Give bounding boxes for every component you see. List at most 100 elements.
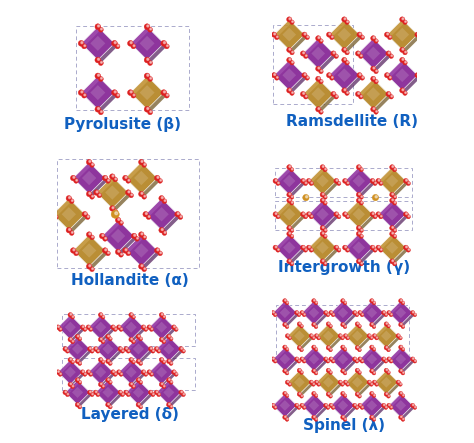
- Polygon shape: [58, 360, 82, 385]
- Circle shape: [355, 313, 359, 317]
- Circle shape: [403, 179, 408, 183]
- Polygon shape: [102, 387, 113, 398]
- Circle shape: [100, 314, 102, 315]
- Circle shape: [82, 93, 87, 98]
- Polygon shape: [128, 382, 153, 407]
- Circle shape: [292, 51, 293, 53]
- Circle shape: [331, 311, 332, 313]
- Circle shape: [314, 416, 315, 418]
- Circle shape: [297, 311, 298, 313]
- Circle shape: [128, 191, 130, 193]
- Circle shape: [356, 51, 361, 56]
- Circle shape: [147, 58, 149, 60]
- Circle shape: [406, 179, 407, 181]
- Polygon shape: [96, 177, 128, 209]
- Circle shape: [131, 360, 136, 364]
- Circle shape: [392, 166, 393, 167]
- Circle shape: [316, 381, 318, 382]
- Polygon shape: [82, 243, 96, 258]
- Circle shape: [301, 395, 302, 396]
- Circle shape: [357, 32, 362, 37]
- Circle shape: [329, 357, 333, 361]
- Circle shape: [373, 67, 375, 69]
- Circle shape: [390, 231, 394, 236]
- Circle shape: [150, 28, 152, 30]
- Text: Layered (δ): Layered (δ): [81, 407, 179, 422]
- Circle shape: [129, 358, 134, 362]
- Circle shape: [274, 35, 279, 39]
- Circle shape: [58, 373, 62, 376]
- Circle shape: [405, 51, 406, 53]
- Circle shape: [388, 52, 390, 54]
- Circle shape: [289, 260, 291, 261]
- Circle shape: [336, 246, 338, 248]
- Circle shape: [128, 252, 129, 253]
- Circle shape: [389, 359, 393, 363]
- Circle shape: [401, 347, 405, 351]
- Circle shape: [301, 212, 305, 217]
- Circle shape: [356, 231, 361, 236]
- Circle shape: [306, 179, 311, 183]
- Polygon shape: [283, 241, 295, 254]
- Circle shape: [306, 95, 307, 97]
- Circle shape: [305, 35, 310, 39]
- Circle shape: [105, 176, 107, 179]
- Circle shape: [95, 73, 101, 79]
- Polygon shape: [311, 236, 339, 264]
- Circle shape: [373, 181, 377, 186]
- Circle shape: [147, 325, 152, 330]
- Circle shape: [311, 215, 312, 217]
- Circle shape: [275, 407, 276, 408]
- Circle shape: [319, 79, 323, 84]
- Circle shape: [147, 108, 149, 109]
- Circle shape: [301, 179, 305, 183]
- Circle shape: [70, 338, 72, 340]
- Polygon shape: [58, 315, 82, 339]
- Circle shape: [302, 404, 303, 406]
- Circle shape: [387, 403, 391, 408]
- Polygon shape: [91, 85, 105, 100]
- Circle shape: [67, 393, 69, 395]
- Circle shape: [115, 178, 117, 180]
- Circle shape: [292, 92, 293, 93]
- Circle shape: [303, 246, 304, 248]
- Circle shape: [408, 249, 410, 250]
- Circle shape: [71, 340, 74, 344]
- Circle shape: [166, 378, 171, 382]
- Circle shape: [333, 52, 335, 54]
- Circle shape: [388, 395, 390, 396]
- Circle shape: [123, 175, 128, 181]
- Circle shape: [95, 106, 101, 112]
- Circle shape: [356, 225, 361, 230]
- Circle shape: [375, 383, 378, 386]
- Polygon shape: [395, 68, 409, 82]
- Polygon shape: [133, 387, 144, 398]
- Circle shape: [317, 336, 320, 340]
- Circle shape: [90, 267, 94, 272]
- Circle shape: [304, 314, 305, 315]
- Circle shape: [144, 57, 150, 63]
- Circle shape: [111, 40, 118, 46]
- Circle shape: [392, 201, 397, 205]
- Circle shape: [312, 323, 316, 327]
- Circle shape: [101, 385, 105, 389]
- Polygon shape: [65, 380, 90, 405]
- Circle shape: [120, 349, 125, 353]
- Circle shape: [287, 418, 288, 420]
- Circle shape: [394, 202, 396, 203]
- Polygon shape: [317, 370, 340, 394]
- Polygon shape: [159, 382, 183, 407]
- Circle shape: [295, 403, 299, 408]
- Circle shape: [333, 360, 334, 361]
- Circle shape: [355, 311, 356, 313]
- Circle shape: [357, 323, 359, 324]
- Circle shape: [372, 392, 373, 394]
- Polygon shape: [381, 330, 392, 341]
- Circle shape: [345, 372, 346, 373]
- Polygon shape: [60, 317, 85, 342]
- Polygon shape: [316, 208, 329, 221]
- Circle shape: [290, 337, 291, 338]
- Circle shape: [347, 62, 348, 63]
- Circle shape: [148, 216, 150, 218]
- Circle shape: [341, 345, 345, 350]
